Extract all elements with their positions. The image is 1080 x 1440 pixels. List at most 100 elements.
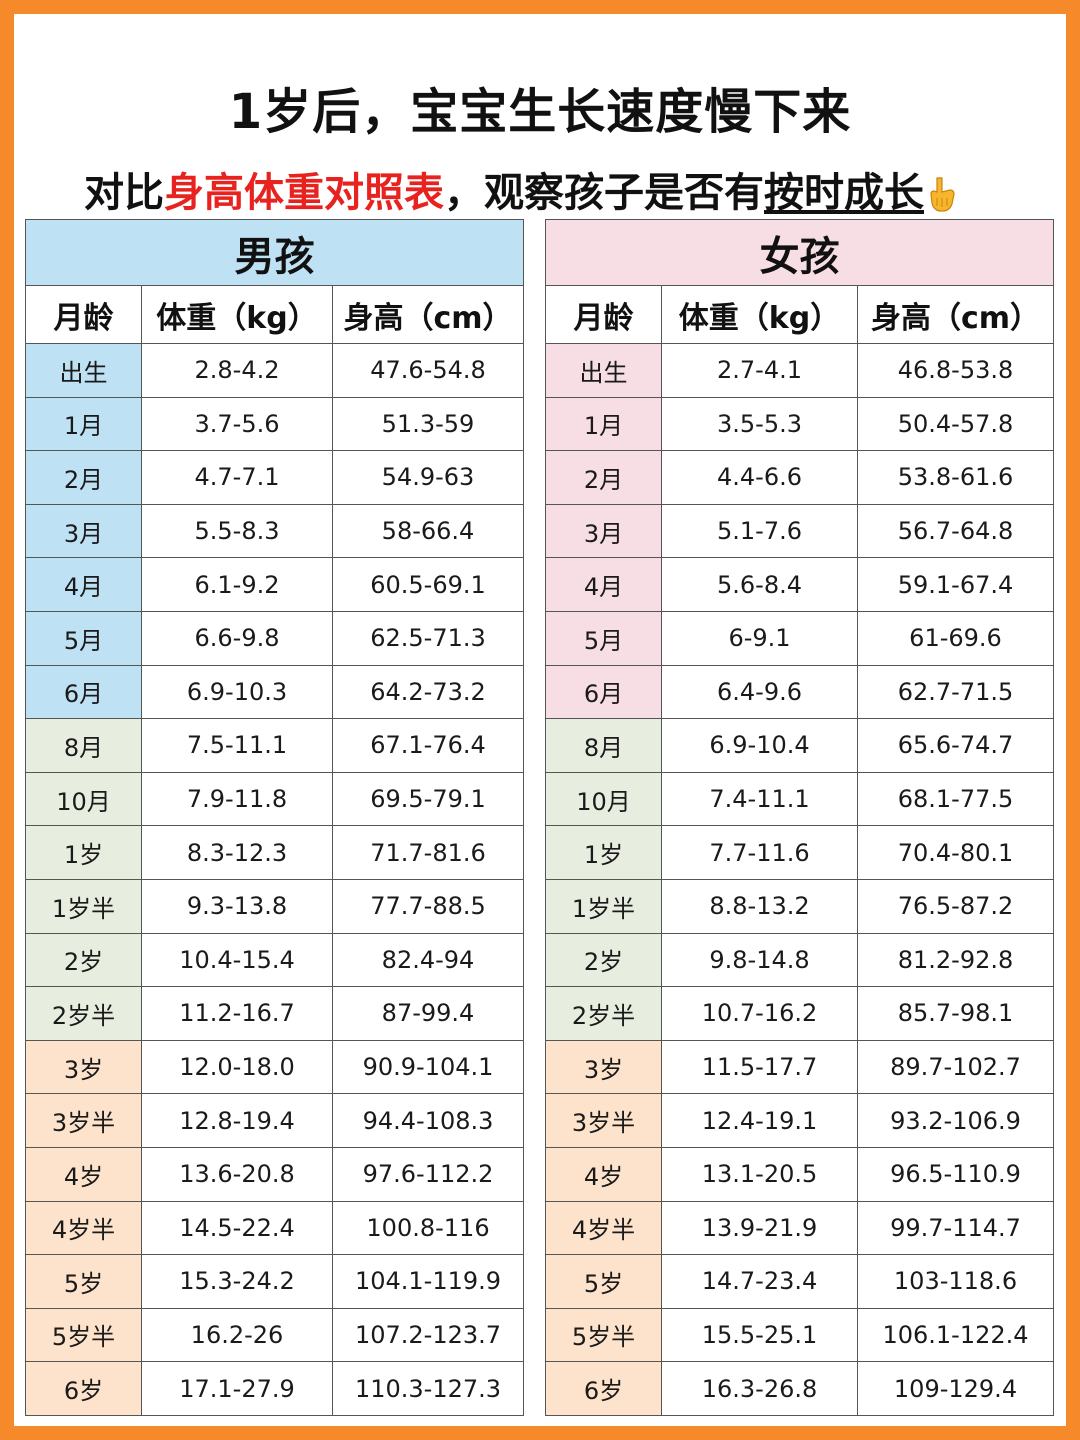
weight-cell: 2.7-4.1 <box>661 343 858 398</box>
age-cell: 1岁半 <box>545 878 662 934</box>
weight-cell: 11.2-16.7 <box>141 986 333 1041</box>
table-row: 2月 4.7-7.1 54.9-63 <box>25 450 524 505</box>
table-row: 5岁半 15.5-25.1 106.1-122.4 <box>545 1307 1054 1363</box>
table-row: 3岁 11.5-17.7 89.7-102.7 <box>545 1039 1054 1095</box>
age-cell: 3岁 <box>25 1039 142 1095</box>
height-cell: 60.5-69.1 <box>332 557 524 612</box>
table-row: 3岁 12.0-18.0 90.9-104.1 <box>25 1039 524 1095</box>
age-cell: 2岁 <box>545 932 662 988</box>
age-cell: 10月 <box>25 771 142 827</box>
height-cell: 106.1-122.4 <box>857 1307 1054 1363</box>
weight-cell: 12.4-19.1 <box>661 1093 858 1148</box>
age-cell: 2岁半 <box>25 986 142 1041</box>
weight-cell: 2.8-4.2 <box>141 343 333 398</box>
subtitle-prefix: 对比 <box>84 170 164 216</box>
table-row: 4岁 13.1-20.5 96.5-110.9 <box>545 1146 1054 1202</box>
age-cell: 3月 <box>25 503 142 559</box>
height-cell: 64.2-73.2 <box>332 664 524 720</box>
age-cell: 8月 <box>545 718 662 773</box>
height-cell: 85.7-98.1 <box>857 986 1054 1041</box>
weight-cell: 13.6-20.8 <box>141 1146 333 1202</box>
weight-cell: 16.3-26.8 <box>661 1361 858 1416</box>
boys-table-title: 男孩 <box>25 219 524 286</box>
height-cell: 70.4-80.1 <box>857 825 1054 880</box>
height-cell: 47.6-54.8 <box>332 343 524 398</box>
height-cell: 103-118.6 <box>857 1254 1054 1309</box>
girls-table-body: 出生 2.7-4.1 46.8-53.8 1月 3.5-5.3 50.4-57.8 2月 4.… <box>545 343 1054 1416</box>
weight-cell: 17.1-27.9 <box>141 1361 333 1416</box>
age-cell: 6月 <box>545 664 662 720</box>
table-row: 6岁 16.3-26.8 109-129.4 <box>545 1361 1054 1416</box>
age-cell: 2岁 <box>25 932 142 988</box>
weight-cell: 14.5-22.4 <box>141 1200 333 1256</box>
age-cell: 5岁半 <box>25 1307 142 1363</box>
age-cell: 8月 <box>25 718 142 773</box>
table-row: 1岁半 8.8-13.2 76.5-87.2 <box>545 878 1054 934</box>
weight-cell: 15.3-24.2 <box>141 1254 333 1309</box>
height-cell: 76.5-87.2 <box>857 878 1054 934</box>
height-cell: 68.1-77.5 <box>857 771 1054 827</box>
age-cell: 6月 <box>25 664 142 720</box>
height-cell: 90.9-104.1 <box>332 1039 524 1095</box>
table-row: 3月 5.1-7.6 56.7-64.8 <box>545 503 1054 559</box>
weight-cell: 5.5-8.3 <box>141 503 333 559</box>
pointing-down-hand-icon <box>928 176 956 214</box>
table-row: 6月 6.4-9.6 62.7-71.5 <box>545 664 1054 720</box>
age-cell: 1月 <box>545 396 662 452</box>
weight-cell: 7.4-11.1 <box>661 771 858 827</box>
height-cell: 96.5-110.9 <box>857 1146 1054 1202</box>
girls-height-header: 身高（cm） <box>857 285 1054 344</box>
table-row: 1岁半 9.3-13.8 77.7-88.5 <box>25 878 524 934</box>
height-cell: 97.6-112.2 <box>332 1146 524 1202</box>
age-cell: 5月 <box>25 610 142 666</box>
age-cell: 2月 <box>545 450 662 505</box>
height-cell: 87-99.4 <box>332 986 524 1041</box>
weight-cell: 10.4-15.4 <box>141 932 333 988</box>
height-cell: 104.1-119.9 <box>332 1254 524 1309</box>
table-row: 6月 6.9-10.3 64.2-73.2 <box>25 664 524 720</box>
boys-height-header: 身高（cm） <box>332 285 524 344</box>
age-cell: 1岁 <box>25 825 142 880</box>
table-row: 10月 7.9-11.8 69.5-79.1 <box>25 771 524 827</box>
age-cell: 5岁 <box>545 1254 662 1309</box>
table-row: 10月 7.4-11.1 68.1-77.5 <box>545 771 1054 827</box>
height-cell: 77.7-88.5 <box>332 878 524 934</box>
weight-cell: 7.9-11.8 <box>141 771 333 827</box>
weight-cell: 16.2-26 <box>141 1307 333 1363</box>
age-cell: 2月 <box>25 450 142 505</box>
page-title: 1岁后，宝宝生长速度慢下来 <box>228 84 852 140</box>
weight-cell: 5.1-7.6 <box>661 503 858 559</box>
age-cell: 4岁半 <box>25 1200 142 1256</box>
height-cell: 93.2-106.9 <box>857 1093 1054 1148</box>
height-cell: 54.9-63 <box>332 450 524 505</box>
age-cell: 3岁半 <box>25 1093 142 1148</box>
weight-cell: 4.7-7.1 <box>141 450 333 505</box>
age-cell: 3岁半 <box>545 1093 662 1148</box>
table-row: 2岁半 11.2-16.7 87-99.4 <box>25 986 524 1041</box>
age-cell: 3月 <box>545 503 662 559</box>
table-row: 8月 6.9-10.4 65.6-74.7 <box>545 718 1054 773</box>
weight-cell: 5.6-8.4 <box>661 557 858 612</box>
age-cell: 4岁半 <box>545 1200 662 1256</box>
table-row: 1月 3.5-5.3 50.4-57.8 <box>545 396 1054 452</box>
age-cell: 3岁 <box>545 1039 662 1095</box>
height-cell: 82.4-94 <box>332 932 524 988</box>
height-cell: 65.6-74.7 <box>857 718 1054 773</box>
age-cell: 10月 <box>545 771 662 827</box>
height-cell: 69.5-79.1 <box>332 771 524 827</box>
page-subtitle: 对比身高体重对照表，观察孩子是否有按时成长 <box>84 160 956 218</box>
height-cell: 107.2-123.7 <box>332 1307 524 1363</box>
weight-cell: 15.5-25.1 <box>661 1307 858 1363</box>
age-cell: 6岁 <box>25 1361 142 1416</box>
table-row: 4月 5.6-8.4 59.1-67.4 <box>545 557 1054 612</box>
height-cell: 100.8-116 <box>332 1200 524 1256</box>
height-cell: 62.5-71.3 <box>332 610 524 666</box>
height-cell: 89.7-102.7 <box>857 1039 1054 1095</box>
girls-table-title: 女孩 <box>545 219 1054 286</box>
weight-cell: 11.5-17.7 <box>661 1039 858 1095</box>
subtitle-middle: ，观察孩子是否有 <box>444 170 764 216</box>
weight-cell: 7.5-11.1 <box>141 718 333 773</box>
weight-cell: 8.3-12.3 <box>141 825 333 880</box>
age-cell: 4月 <box>25 557 142 612</box>
